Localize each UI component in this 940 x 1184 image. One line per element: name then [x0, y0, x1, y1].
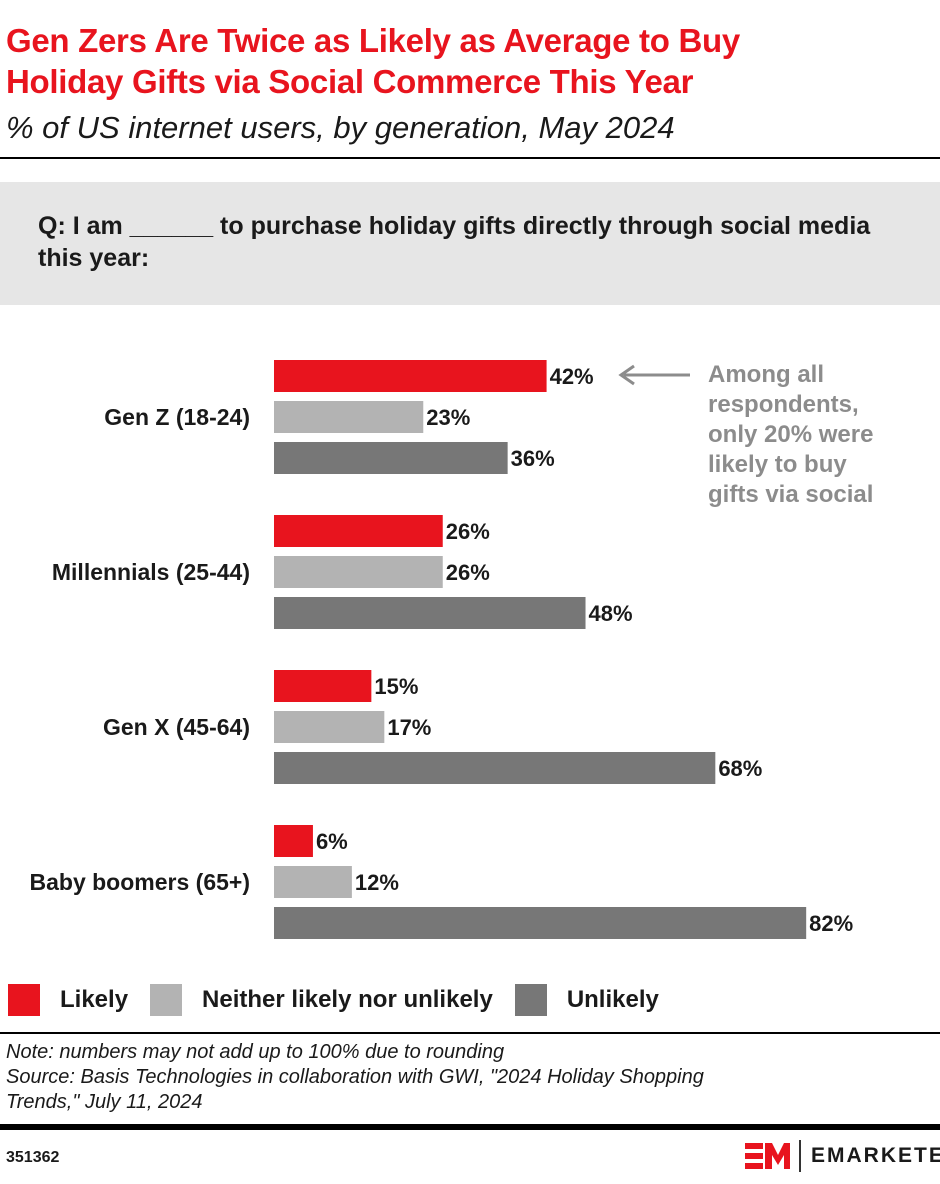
em-logo-icon — [745, 1143, 790, 1169]
data-label: 82% — [809, 911, 853, 936]
category-label: Gen Z (18-24) — [104, 404, 250, 430]
divider — [0, 157, 940, 159]
data-label: 26% — [446, 519, 490, 544]
data-label: 42% — [550, 364, 594, 389]
arrow-head-icon — [618, 364, 635, 386]
logo-separator — [799, 1140, 801, 1172]
bar — [274, 401, 424, 433]
bar — [274, 556, 443, 588]
divider — [0, 1032, 940, 1034]
data-label: 6% — [316, 829, 348, 854]
data-label: 48% — [589, 601, 633, 626]
note: Note: numbers may not add up to 100% due… — [6, 1041, 505, 1063]
emarketer-logo: EMARKETER — [745, 1140, 940, 1172]
legend-item-neither: Neither likely nor unlikely — [150, 984, 493, 1016]
chart-title: Gen Zers Are Twice as Likely as Average … — [6, 20, 740, 102]
legend-item-likely: Likely — [8, 984, 128, 1016]
legend-label: Neither likely nor unlikely — [202, 986, 493, 1013]
bar — [274, 442, 508, 474]
category-label: Millennials (25-44) — [52, 559, 250, 585]
legend-swatch — [150, 984, 183, 1016]
data-label: 15% — [374, 674, 418, 699]
bar — [274, 752, 716, 784]
legend-label: Likely — [60, 986, 129, 1013]
source: Source: Basis Technologies in collaborat… — [6, 1066, 704, 1088]
legend-swatch — [8, 984, 40, 1016]
data-label: 12% — [355, 870, 399, 895]
divider-thick — [0, 1124, 940, 1130]
chart-subtitle: % of US internet users, by generation, M… — [6, 110, 675, 145]
bar — [274, 360, 547, 392]
annotation-text: likely to buy — [708, 451, 847, 478]
data-label: 26% — [446, 560, 490, 585]
title-line-1: Gen Zers Are Twice as Likely as Average … — [6, 22, 740, 59]
data-label: 68% — [718, 756, 762, 781]
bar — [274, 670, 372, 702]
chart-id: 351362 — [6, 1149, 60, 1166]
data-label: 17% — [387, 715, 431, 740]
footnotes: Note: numbers may not add up to 100% due… — [6, 1040, 704, 1115]
bar — [274, 597, 586, 629]
source-cont: Trends," July 11, 2024 — [6, 1091, 203, 1113]
data-label: 23% — [426, 405, 470, 430]
bar — [274, 866, 352, 898]
annotation-text: respondents, — [708, 391, 859, 418]
bar — [274, 907, 807, 939]
legend-item-unlikely: Unlikely — [514, 984, 659, 1016]
bar — [274, 825, 313, 857]
title-line-2: Holiday Gifts via Social Commerce This Y… — [6, 63, 694, 100]
annotation-text: gifts via social — [708, 481, 873, 508]
legend-swatch — [514, 984, 547, 1016]
legend: Likely Neither likely nor unlikely Unlik… — [8, 984, 681, 1016]
category-label: Gen X (45-64) — [103, 714, 250, 740]
legend-label: Unlikely — [566, 986, 659, 1013]
brand-name: EMARKETER — [811, 1144, 940, 1167]
category-label: Baby boomers (65+) — [30, 869, 251, 895]
bar — [274, 515, 443, 547]
bar-chart: Gen Z (18-24) 42% 23% 36% Millennials (25-44… — [30, 360, 873, 939]
question-text: Q: I am ______ to purchase holiday gifts… — [38, 212, 871, 272]
question-box — [0, 182, 940, 305]
annotation-text: only 20% were — [708, 421, 873, 448]
data-label: 36% — [511, 446, 555, 471]
annotation-text: Among all — [708, 361, 824, 388]
bar — [274, 711, 385, 743]
